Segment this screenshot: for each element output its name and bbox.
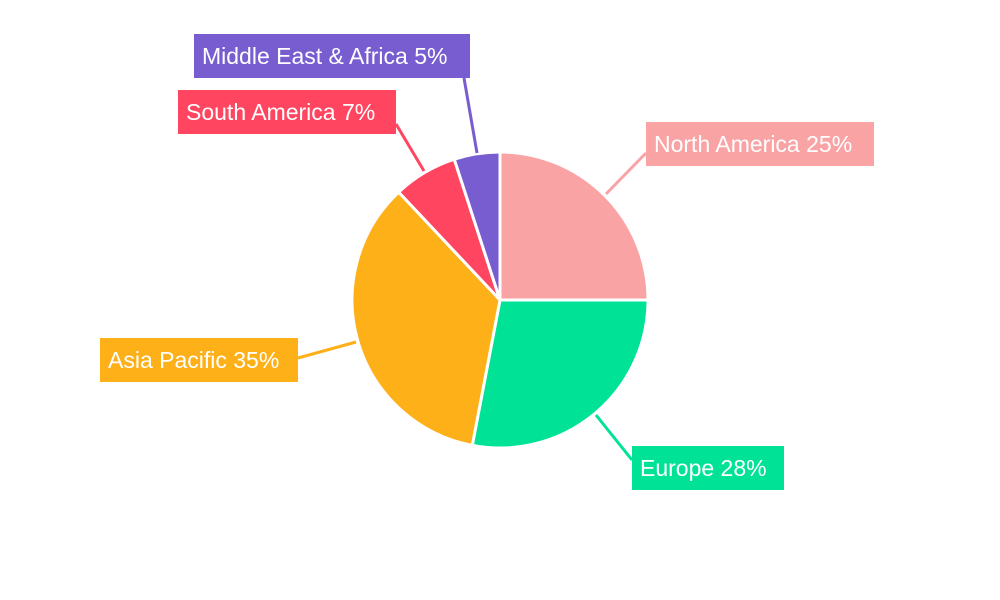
data-label-box-middle-east-africa: [194, 34, 470, 78]
connector-asia-pacific: [297, 340, 357, 360]
connector-middle-east-africa: [462, 77, 479, 154]
pie-slice-europe[interactable]: [470, 298, 650, 450]
connector-europe: [594, 414, 634, 461]
pie-slice-asia-pacific[interactable]: [350, 190, 502, 447]
pie-slice-middle-east-africa[interactable]: [452, 150, 502, 302]
pie-slice-north-america[interactable]: [498, 150, 650, 302]
connector-north-america: [604, 151, 648, 196]
data-label-box-europe: [632, 446, 784, 490]
data-label-box-north-america: [646, 122, 874, 166]
data-label-south-america: South America 7%: [186, 99, 375, 125]
data-label-box-asia-pacific: [100, 338, 298, 382]
data-label-asia-pacific: Asia Pacific 35%: [108, 347, 279, 373]
data-label-north-america: North America 25%: [654, 131, 852, 157]
slices: [350, 150, 650, 450]
data-label-europe: Europe 28%: [640, 455, 767, 481]
data-label-middle-east-africa: Middle East & Africa 5%: [202, 43, 447, 69]
data-label-box-south-america: [178, 90, 396, 134]
connector-south-america: [394, 123, 426, 172]
